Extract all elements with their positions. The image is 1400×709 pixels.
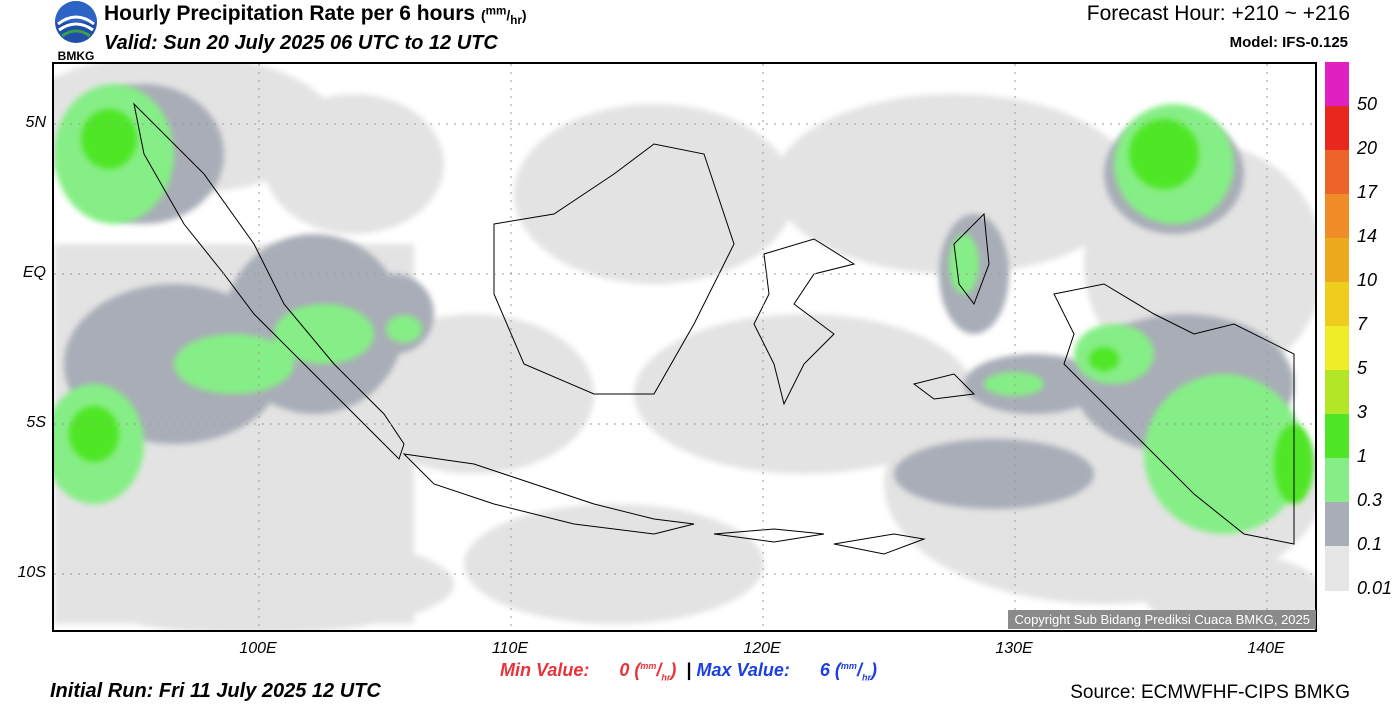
legend-swatch [1325,326,1349,371]
legend-swatch [1325,62,1349,107]
min-max-values: Min Value: 0 (mm/hr) | Max Value: 6 (mm/… [500,660,877,683]
bmkg-logo: BMKG [55,1,97,62]
legend-label: 7 [1357,314,1368,334]
lat-label-eq: EQ [22,264,46,281]
logo-text: BMKG [58,49,95,62]
initial-run: Initial Run: Fri 11 July 2025 12 UTC [50,680,381,702]
legend-label: 3 [1357,402,1368,422]
title-text: Hourly Precipitation Rate per 6 hours [104,2,476,25]
color-legend [1325,62,1349,591]
legend-label: 20 [1357,138,1378,158]
lon-label-110e: 110E [491,640,529,657]
legend-swatch [1325,370,1349,415]
legend-label: 0.3 [1357,490,1383,510]
legend-swatch [1325,194,1349,239]
legend-swatch [1325,502,1349,547]
legend-swatch [1325,414,1349,459]
legend-swatch [1325,238,1349,283]
separator: | [686,660,692,680]
min-unit: (mm/hr) [634,660,677,683]
legend-swatch [1325,106,1349,151]
legend-label: 0.1 [1357,534,1383,554]
lat-label-10s: 10S [17,564,46,581]
model-name: Model: IFS-0.125 [1229,34,1348,51]
lon-label-140e: 140E [1247,640,1285,657]
legend-swatch [1325,282,1349,327]
legend-label: 1 [1357,446,1368,466]
data-source: Source: ECMWFHF-CIPS BMKG [1070,682,1350,703]
lat-label-5n: 5N [25,114,46,131]
legend-swatch [1325,546,1349,591]
valid-period: Valid: Sun 20 July 2025 06 UTC to 12 UTC [104,32,498,54]
precipitation-map [52,62,1317,632]
map-canvas [54,64,1315,630]
legend-label: 14 [1357,226,1378,246]
legend-swatch [1325,150,1349,195]
copyright-notice: Copyright Sub Bidang Prediksi Cuaca BMKG… [1008,610,1316,629]
lat-label-5s: 5S [26,414,46,431]
legend-label: 17 [1357,182,1378,202]
legend-label: 10 [1357,270,1378,290]
lon-label-100e: 100E [239,640,277,657]
max-label: Max Value: [696,660,790,680]
legend-swatch [1325,458,1349,503]
max-unit: (mm/hr) [834,660,877,683]
max-value: 6 [819,660,830,680]
lon-label-130e: 130E [995,640,1033,657]
precip-field-lightgreen [54,84,1304,534]
legend-label: 50 [1357,94,1378,114]
min-label: Min Value: [500,660,590,680]
chart-title: Hourly Precipitation Rate per 6 hours (m… [104,2,527,27]
legend-label: 0.01 [1357,578,1393,598]
coastlines [133,102,1295,555]
title-unit: (mm/hr) [480,4,527,27]
min-value: 0 [619,660,630,680]
forecast-hour: Forecast Hour: +210 ~ +216 [1086,2,1350,25]
lon-label-120e: 120E [743,640,781,657]
legend-label: 5 [1357,358,1368,378]
